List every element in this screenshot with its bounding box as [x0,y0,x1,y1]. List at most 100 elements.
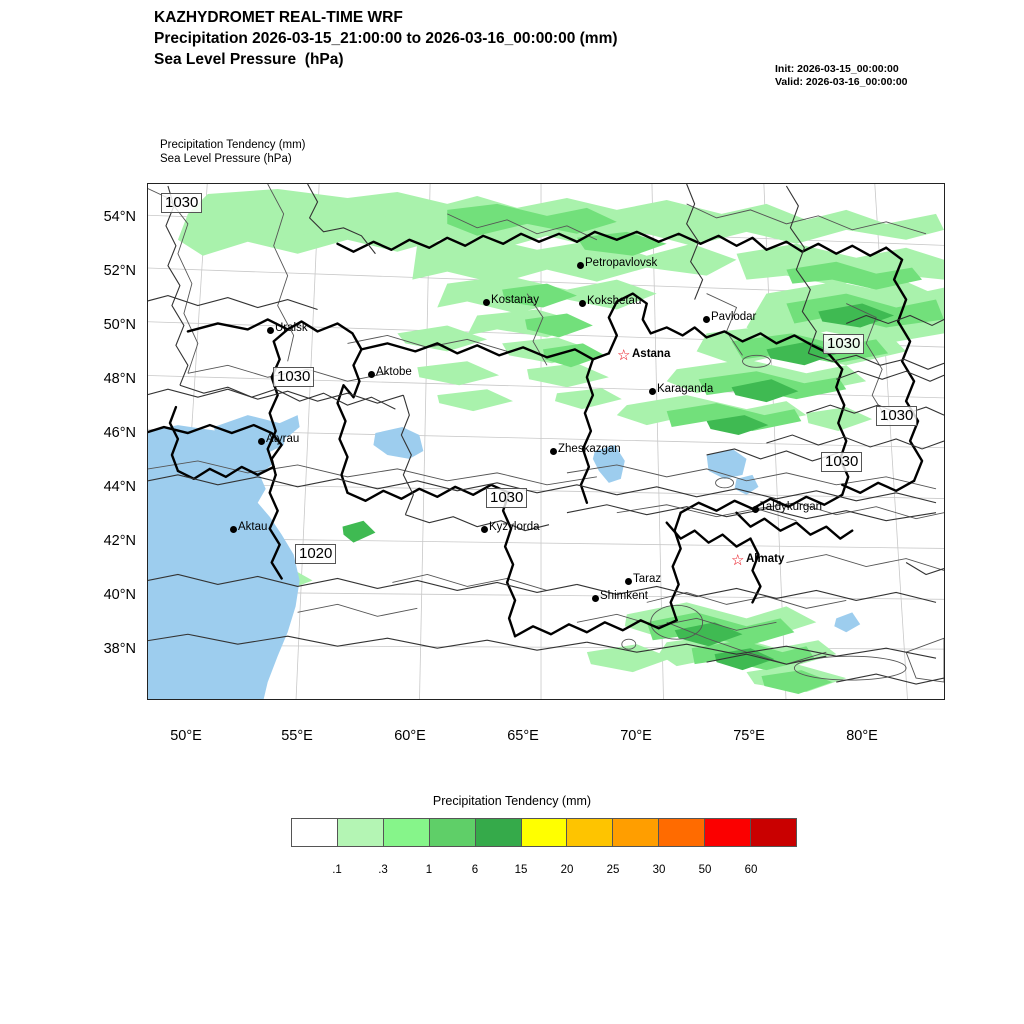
lon-label: 60°E [394,728,426,744]
lat-tick [147,542,148,543]
model-run-info: Init: 2026-03-15_00:00:00 Valid: 2026-03… [775,63,908,89]
city-dot-icon [549,447,557,455]
map-subtitle-line-1: Precipitation Tendency (mm) [160,139,306,151]
city-label: Uralsk [275,322,308,334]
colorbar-tick-label: 25 [606,864,620,876]
lat-label: 38°N [103,641,136,657]
city-dot-icon [480,525,488,533]
lat-tick [147,488,148,489]
city-label: Pavlodar [711,311,757,323]
colorbar-swatch-7 [613,819,660,846]
lon-label: 70°E [620,728,652,744]
lat-tick [147,218,148,219]
colorbar-tick-label: .1 [332,864,342,876]
lon-label: 65°E [507,728,539,744]
colorbar-swatch-8 [659,819,706,846]
lat-tick [147,650,148,651]
national-border [148,230,924,638]
city-dot-icon [367,370,375,378]
city-label: Aktobe [376,366,412,378]
colorbar-tick-label: 15 [514,864,528,876]
isobar-label: 1030 [486,488,528,508]
lon-label: 80°E [846,728,878,744]
title-line-2: Precipitation 2026-03-15_21:00:00 to 202… [154,30,618,47]
city-dot-icon [576,261,584,269]
isobar-contours [148,184,944,685]
colorbar-swatch-5 [521,819,568,846]
lat-label: 42°N [103,533,136,549]
region-borders [148,184,944,683]
city-dot-icon [257,437,265,445]
lat-label: 46°N [103,425,136,441]
colorbar-tick-label: 1 [425,864,433,876]
colorbar[interactable] [291,818,797,847]
city-dot-icon [578,299,586,307]
colorbar-swatch-2 [383,819,430,846]
colorbar-swatch-1 [337,819,384,846]
isobar-label: 1030 [876,406,918,426]
city-label: Petropavlovsk [585,257,658,269]
colorbar-tick-label: 20 [560,864,574,876]
precip-strong-layer [342,303,895,671]
isobar-label: 1020 [295,544,337,564]
city-dot-icon [229,525,237,533]
colorbar-swatch-10 [751,819,796,846]
colorbar-swatch-3 [429,819,476,846]
precip-mid-layer [447,203,944,695]
lat-label: 50°N [103,317,136,333]
city-dot-icon [648,387,656,395]
lat-label: 40°N [103,587,136,603]
lat-label: 54°N [103,209,136,225]
city-label: Almaty [746,553,785,565]
city-label: Kostanay [491,294,539,306]
isobar-label: 1030 [273,367,315,387]
city-dot-icon [702,315,710,323]
lon-label: 75°E [733,728,765,744]
lat-tick [147,434,148,435]
capital-star-icon: ☆ [617,347,631,364]
isobar-label: 1030 [161,193,203,213]
lat-tick [147,272,148,273]
city-label: Zheskazgan [558,443,621,455]
city-label: Aktau [238,521,268,533]
map-subtitle: Precipitation Tendency (mm) Sea Level Pr… [160,138,306,166]
city-label: Atyrau [266,433,300,445]
isobar-label: 1030 [823,334,865,354]
city-label: Karaganda [657,383,714,395]
lon-label: 55°E [281,728,313,744]
lat-label: 44°N [103,479,136,495]
city-label: Astana [632,348,671,360]
colorbar-swatch-9 [705,819,752,846]
weather-map[interactable]: 1030 1030 1030 1020 1030 1030 1030 Petro… [147,183,945,700]
colorbar-tick-label: .3 [378,864,388,876]
lat-tick [147,380,148,381]
city-label: Kokshetau [587,295,642,307]
city-dot-icon [482,298,490,306]
isobar-label: 1030 [821,452,863,472]
lat-label: 48°N [103,371,136,387]
map-subtitle-line-2: Sea Level Pressure (hPa) [160,153,292,165]
valid-time: Valid: 2026-03-16_00:00:00 [775,76,908,88]
capital-star-icon: ☆ [731,552,745,569]
city-label: Kyzylorda [489,521,540,533]
lon-label: 50°E [170,728,202,744]
colorbar-tick-label: 60 [744,864,758,876]
init-time: Init: 2026-03-15_00:00:00 [775,63,899,75]
city-dot-icon [751,505,759,513]
city-dot-icon [624,577,632,585]
colorbar-tick-label: 50 [698,864,712,876]
title-line-1: KAZHYDROMET REAL-TIME WRF [154,9,403,26]
colorbar-swatch-4 [475,819,522,846]
city-label: Taldykurgan [760,501,823,513]
colorbar-tick-label: 30 [652,864,666,876]
lat-tick [147,596,148,597]
lat-label: 52°N [103,263,136,279]
lat-tick [147,326,148,327]
colorbar-tick-label: 6 [471,864,479,876]
colorbar-swatch-0 [292,819,338,846]
city-dot-icon [266,326,274,334]
city-label: Shimkent [600,590,648,602]
title-line-3: Sea Level Pressure (hPa) [154,51,344,68]
map-canvas [148,184,944,699]
page-title: KAZHYDROMET REAL-TIME WRF Precipitation … [154,7,618,70]
